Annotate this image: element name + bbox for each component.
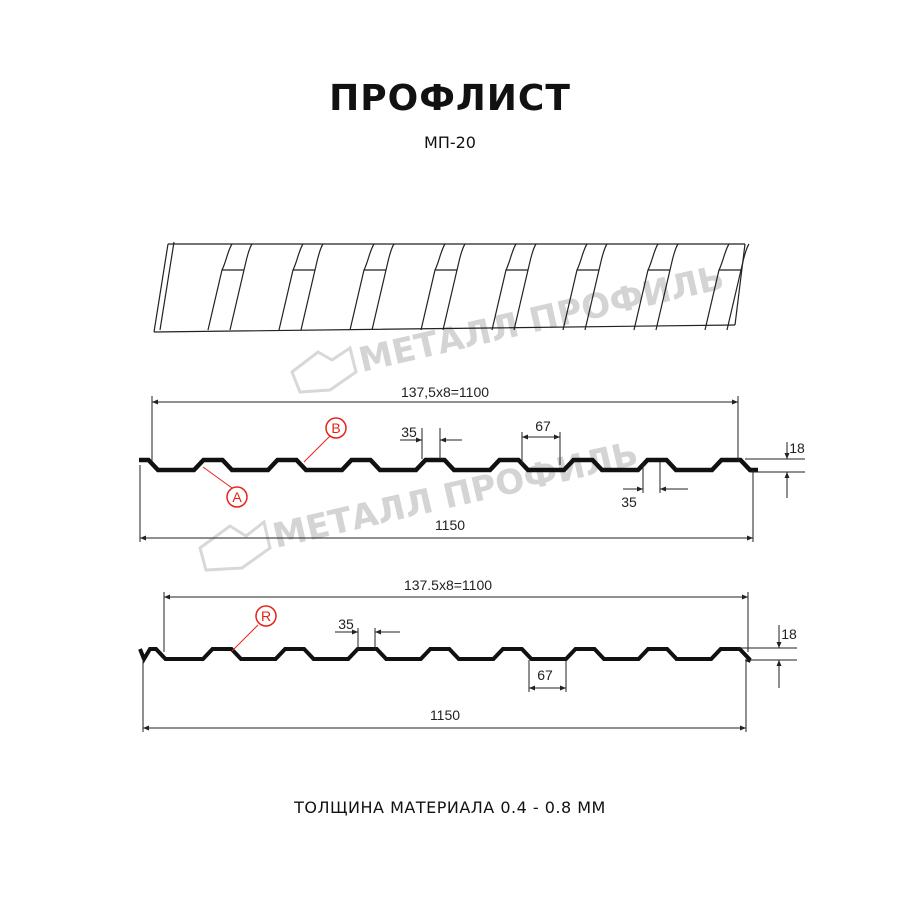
- height-label: 18: [781, 626, 797, 642]
- profile-2: 137.5x8=1100 1150 35 67 18 R: [138, 577, 797, 732]
- trough-width-label: 67: [535, 418, 551, 434]
- marker-b: B: [325, 417, 347, 439]
- profile-1-section: [139, 457, 758, 473]
- watermark-text: МЕТАЛЛ ПРОФИЛЬ: [355, 258, 728, 381]
- trough-width-label: 67: [537, 667, 553, 683]
- sheet-3d-illustration: [153, 241, 750, 333]
- watermark-logo-icon: [198, 519, 272, 572]
- watermark-logo-icon: [290, 345, 358, 394]
- material-thickness-note: ТОЛЩИНА МАТЕРИАЛА 0.4 - 0.8 ММ: [294, 798, 606, 817]
- watermark-1: МЕТАЛЛ ПРОФИЛЬ: [290, 258, 728, 394]
- profile-1: 137,5x8=1100 1150 35 67 18 35 A B: [139, 384, 805, 542]
- marker-r: R: [255, 605, 277, 627]
- ridge-width-lower-label: 35: [621, 494, 637, 510]
- total-width-label: 1150: [430, 707, 460, 723]
- pitch-dimension-label: 137,5x8=1100: [401, 384, 489, 400]
- ridge-width-label: 35: [401, 424, 417, 440]
- total-width-label: 1150: [435, 517, 465, 533]
- svg-text:R: R: [261, 608, 271, 624]
- page-subtitle: МП-20: [424, 133, 476, 152]
- ridge-width-label: 35: [338, 616, 354, 632]
- svg-text:A: A: [232, 489, 242, 505]
- pitch-dimension-label: 137.5x8=1100: [404, 577, 492, 593]
- svg-text:B: B: [331, 420, 340, 436]
- profile-2-section: [138, 647, 752, 664]
- page-title: ПРОФЛИСТ: [329, 78, 571, 119]
- marker-a: A: [226, 486, 248, 508]
- watermark-2: МЕТАЛЛ ПРОФИЛЬ: [198, 434, 642, 572]
- height-label: 18: [789, 440, 805, 456]
